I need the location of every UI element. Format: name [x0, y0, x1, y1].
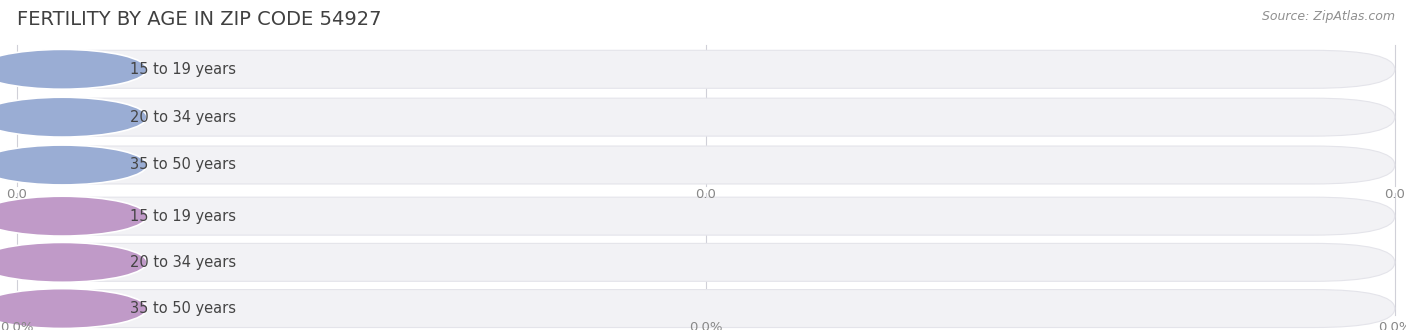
Text: 35 to 50 years: 35 to 50 years [131, 301, 236, 316]
Text: 20 to 34 years: 20 to 34 years [131, 255, 236, 270]
Text: 15 to 19 years: 15 to 19 years [131, 62, 236, 77]
FancyBboxPatch shape [17, 197, 1395, 235]
FancyBboxPatch shape [17, 146, 1395, 184]
Circle shape [0, 97, 148, 137]
Text: 0.0: 0.0 [1385, 188, 1405, 201]
Circle shape [0, 50, 148, 89]
Text: 15 to 19 years: 15 to 19 years [131, 209, 236, 224]
Text: FERTILITY BY AGE IN ZIP CODE 54927: FERTILITY BY AGE IN ZIP CODE 54927 [17, 10, 381, 29]
Text: 0.0%: 0.0% [0, 321, 34, 330]
Text: 35 to 50 years: 35 to 50 years [131, 157, 236, 173]
FancyBboxPatch shape [17, 98, 1395, 136]
Text: Source: ZipAtlas.com: Source: ZipAtlas.com [1261, 10, 1395, 23]
Circle shape [0, 289, 148, 328]
FancyBboxPatch shape [17, 50, 1395, 88]
Circle shape [0, 196, 148, 236]
Text: 0.0%: 0.0% [689, 321, 723, 330]
Text: 20 to 34 years: 20 to 34 years [131, 110, 236, 125]
FancyBboxPatch shape [17, 290, 1395, 327]
Text: 0.0: 0.0 [696, 188, 716, 201]
Text: 0.0%: 0.0% [1378, 321, 1406, 330]
Text: 0.0: 0.0 [7, 188, 27, 201]
Circle shape [0, 145, 148, 185]
Circle shape [0, 243, 148, 282]
FancyBboxPatch shape [17, 244, 1395, 281]
